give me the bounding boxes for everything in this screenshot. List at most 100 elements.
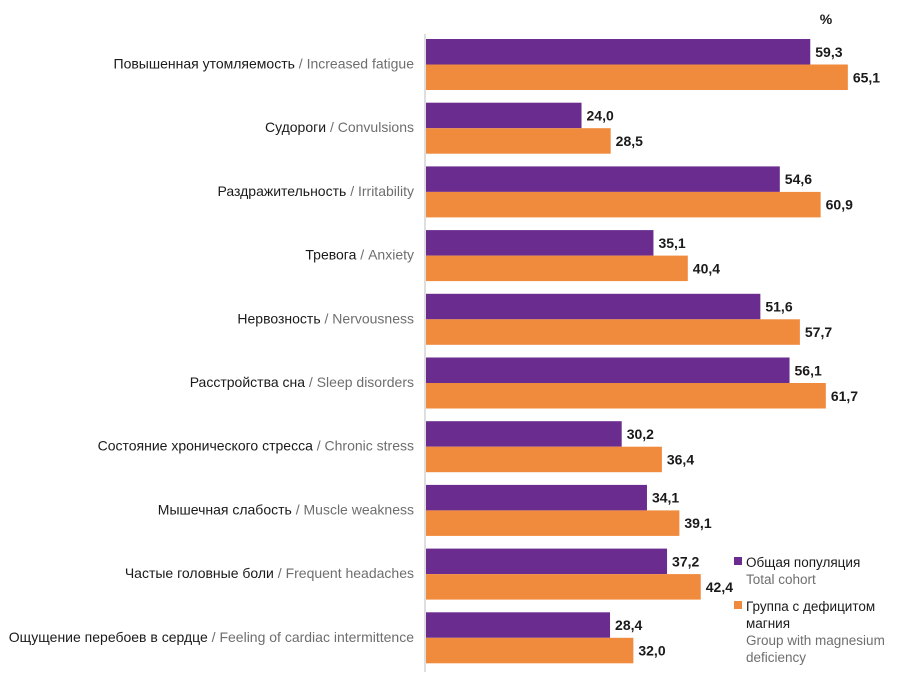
bar-total-cohort	[426, 102, 582, 129]
data-label: 28,4	[615, 617, 642, 633]
category-label-en: Convulsions	[338, 119, 414, 135]
category-label: Расстройства сна / Sleep disorders	[190, 374, 414, 390]
category-label: Нервозность / Nervousness	[237, 310, 414, 326]
category-label-en: Anxiety	[368, 247, 414, 263]
bar-magnesium-deficiency	[426, 255, 688, 282]
data-label: 42,4	[706, 579, 733, 595]
legend-label-en: deficiency	[746, 650, 806, 665]
category-group	[426, 357, 826, 409]
category-label-ru: Нервозность	[237, 310, 320, 326]
category-label: Тревога / Anxiety	[305, 247, 414, 263]
category-label-separator: /	[295, 56, 307, 72]
category-label-en: Sleep disorders	[317, 374, 414, 390]
bar-total-cohort	[426, 548, 668, 575]
data-label: 30,2	[627, 426, 654, 442]
data-label: 37,2	[672, 553, 699, 569]
bar-total-cohort	[426, 39, 811, 65]
category-group	[426, 484, 680, 536]
category-label-en: Increased fatigue	[307, 56, 415, 72]
category-label-ru: Раздражительность	[218, 183, 347, 199]
bar-total-cohort	[426, 612, 611, 638]
category-label-en: Frequent headaches	[286, 565, 414, 581]
category-label-separator: /	[208, 629, 220, 645]
category-label-separator: /	[356, 247, 368, 263]
bar-magnesium-deficiency	[426, 191, 821, 218]
category-label: Частые головные боли / Frequent headache…	[125, 565, 414, 581]
category-label-en: Irritability	[358, 183, 414, 199]
legend-label-ru: Группа с дефицитом	[746, 599, 875, 614]
category-label-ru: Частые головные боли	[125, 565, 274, 581]
data-label: 60,9	[826, 197, 853, 213]
data-label: 24,0	[587, 107, 614, 123]
bar-total-cohort	[426, 166, 780, 192]
category-label-en: Feeling of cardiac intermittence	[219, 629, 414, 645]
category-label-separator: /	[305, 374, 317, 390]
bar-total-cohort	[426, 230, 654, 256]
category-label-separator: /	[326, 119, 338, 135]
category-label-separator: /	[274, 565, 286, 581]
bar-magnesium-deficiency	[426, 446, 662, 473]
category-label-ru: Расстройства сна	[190, 374, 306, 390]
bar-magnesium-deficiency	[426, 383, 826, 409]
data-label: 35,1	[658, 235, 685, 251]
bar-magnesium-deficiency	[426, 574, 701, 600]
category-label-en: Chronic stress	[325, 438, 414, 454]
legend-label-ru: магния	[746, 616, 790, 631]
data-label: 59,3	[815, 44, 842, 60]
category-label-en: Muscle weakness	[304, 501, 415, 517]
category-group	[426, 102, 611, 154]
data-label: 32,0	[638, 643, 665, 659]
legend: Общая популяция Total cohort Группа с дефи…	[734, 555, 885, 665]
bar-magnesium-deficiency	[426, 319, 800, 345]
category-label-ru: Тревога	[305, 247, 356, 263]
data-label: 34,1	[652, 490, 679, 506]
data-label: 61,7	[831, 388, 858, 404]
legend-swatch-total-cohort	[734, 557, 742, 565]
legend-label-ru: Общая популяция	[746, 555, 860, 570]
category-group	[426, 421, 662, 473]
bar-magnesium-deficiency	[426, 64, 848, 90]
data-label: 40,4	[693, 260, 720, 276]
data-label: 28,5	[616, 133, 643, 149]
category-label-separator: /	[346, 183, 358, 199]
data-label: 39,1	[684, 515, 711, 531]
bar-total-cohort	[426, 484, 647, 511]
bar-magnesium-deficiency	[426, 637, 634, 664]
category-group	[426, 39, 848, 90]
category-label-separator: /	[313, 438, 325, 454]
category-label: Ощущение перебоев в сердце / Feeling of …	[9, 629, 414, 645]
category-label-ru: Мышечная слабость	[158, 501, 292, 517]
bar-total-cohort	[426, 293, 761, 320]
category-label-separator: /	[321, 310, 333, 326]
bar-total-cohort	[426, 421, 622, 447]
bar-total-cohort	[426, 357, 790, 383]
data-label: 65,1	[853, 69, 880, 85]
category-label: Мышечная слабость / Muscle weakness	[158, 501, 414, 517]
category-group	[426, 293, 800, 345]
category-group	[426, 612, 634, 664]
legend-label-en: Total cohort	[746, 572, 816, 587]
category-group	[426, 166, 821, 218]
category-label: Раздражительность / Irritability	[218, 183, 415, 199]
bar-magnesium-deficiency	[426, 128, 611, 154]
category-label-separator: /	[292, 501, 304, 517]
data-label: 54,6	[785, 171, 812, 187]
unit-label: %	[820, 11, 833, 27]
category-group	[426, 548, 701, 600]
category-label-ru: Судороги	[265, 119, 326, 135]
category-group	[426, 230, 688, 282]
legend-swatch-magnesium-deficiency	[734, 601, 742, 609]
legend-label-en: Group with magnesium	[746, 633, 885, 648]
category-label: Повышенная утомляемость / Increased fati…	[114, 56, 415, 72]
category-label-ru: Повышенная утомляемость	[114, 56, 295, 72]
category-label-ru: Ощущение перебоев в сердце	[9, 629, 208, 645]
data-label: 56,1	[795, 362, 822, 378]
data-label: 51,6	[765, 299, 792, 315]
category-label: Состояние хронического стресса / Chronic…	[98, 438, 414, 454]
category-label: Судороги / Convulsions	[265, 119, 414, 135]
data-label: 36,4	[667, 451, 694, 467]
data-label: 57,7	[805, 324, 832, 340]
category-label-ru: Состояние хронического стресса	[98, 438, 313, 454]
bar-magnesium-deficiency	[426, 510, 680, 536]
